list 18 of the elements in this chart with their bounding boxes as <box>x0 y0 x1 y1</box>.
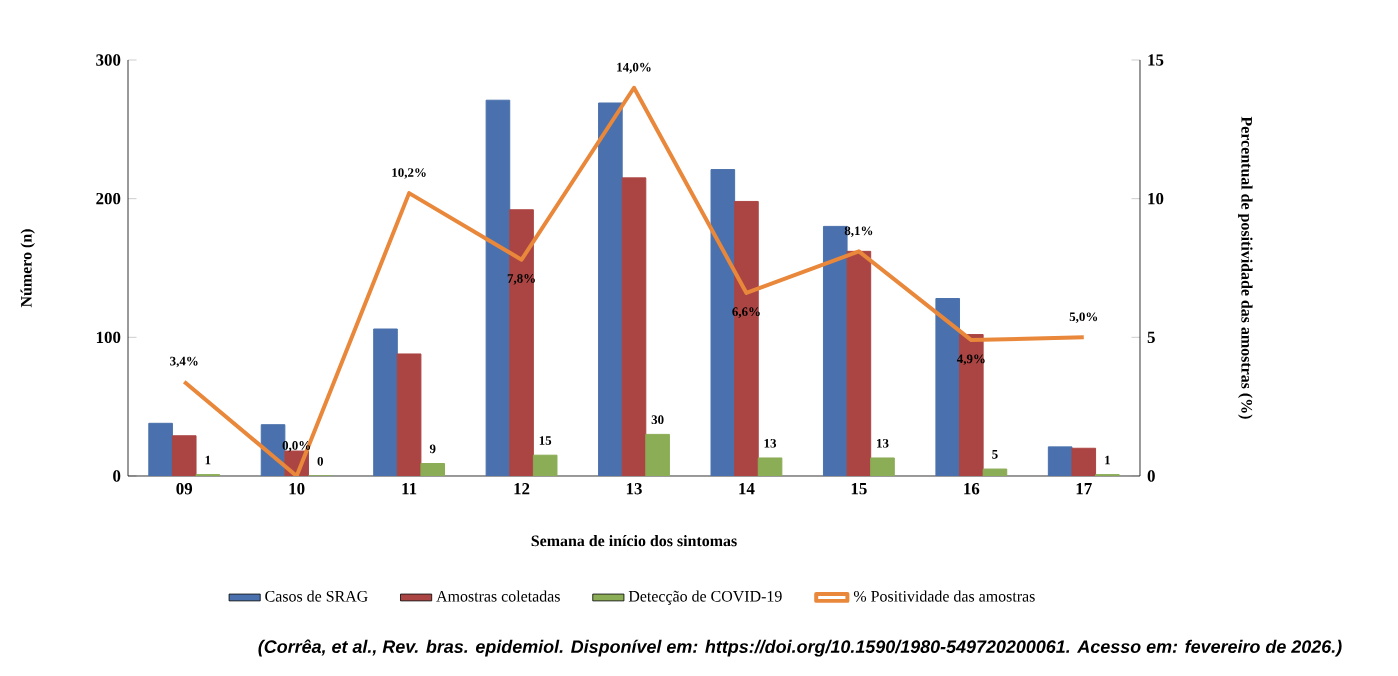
y2-tick-label: 0 <box>1147 470 1155 482</box>
x-tick-label: 15 <box>851 483 867 495</box>
y-tick-label: 100 <box>96 331 121 344</box>
x-tick-label: 14 <box>739 483 755 495</box>
y-tick-label: 0 <box>113 470 121 482</box>
x-tick-label: 13 <box>626 483 642 495</box>
y2-tick-label: 10 <box>1148 192 1164 205</box>
x-tick-label: 10 <box>289 483 305 495</box>
y2-tick-label: 15 <box>1148 54 1164 66</box>
y-tick-label: 300 <box>96 54 121 66</box>
y2-tick-label: 5 <box>1147 331 1155 343</box>
x-tick-label: 17 <box>1076 483 1092 495</box>
x-tick-label: 11 <box>402 483 417 495</box>
x-tick-label: 09 <box>176 483 193 495</box>
x-tick-label: 12 <box>514 483 530 495</box>
y-tick-label: 200 <box>96 192 121 205</box>
text: (Corrêa, et al., Rev. bras. epidemiol. Disponível em: https://doi.org/10.1590/1980-549720200061. Acesso em: fevereiro de 2026.) <box>258 639 1342 657</box>
x-tick-label: 16 <box>964 483 980 495</box>
